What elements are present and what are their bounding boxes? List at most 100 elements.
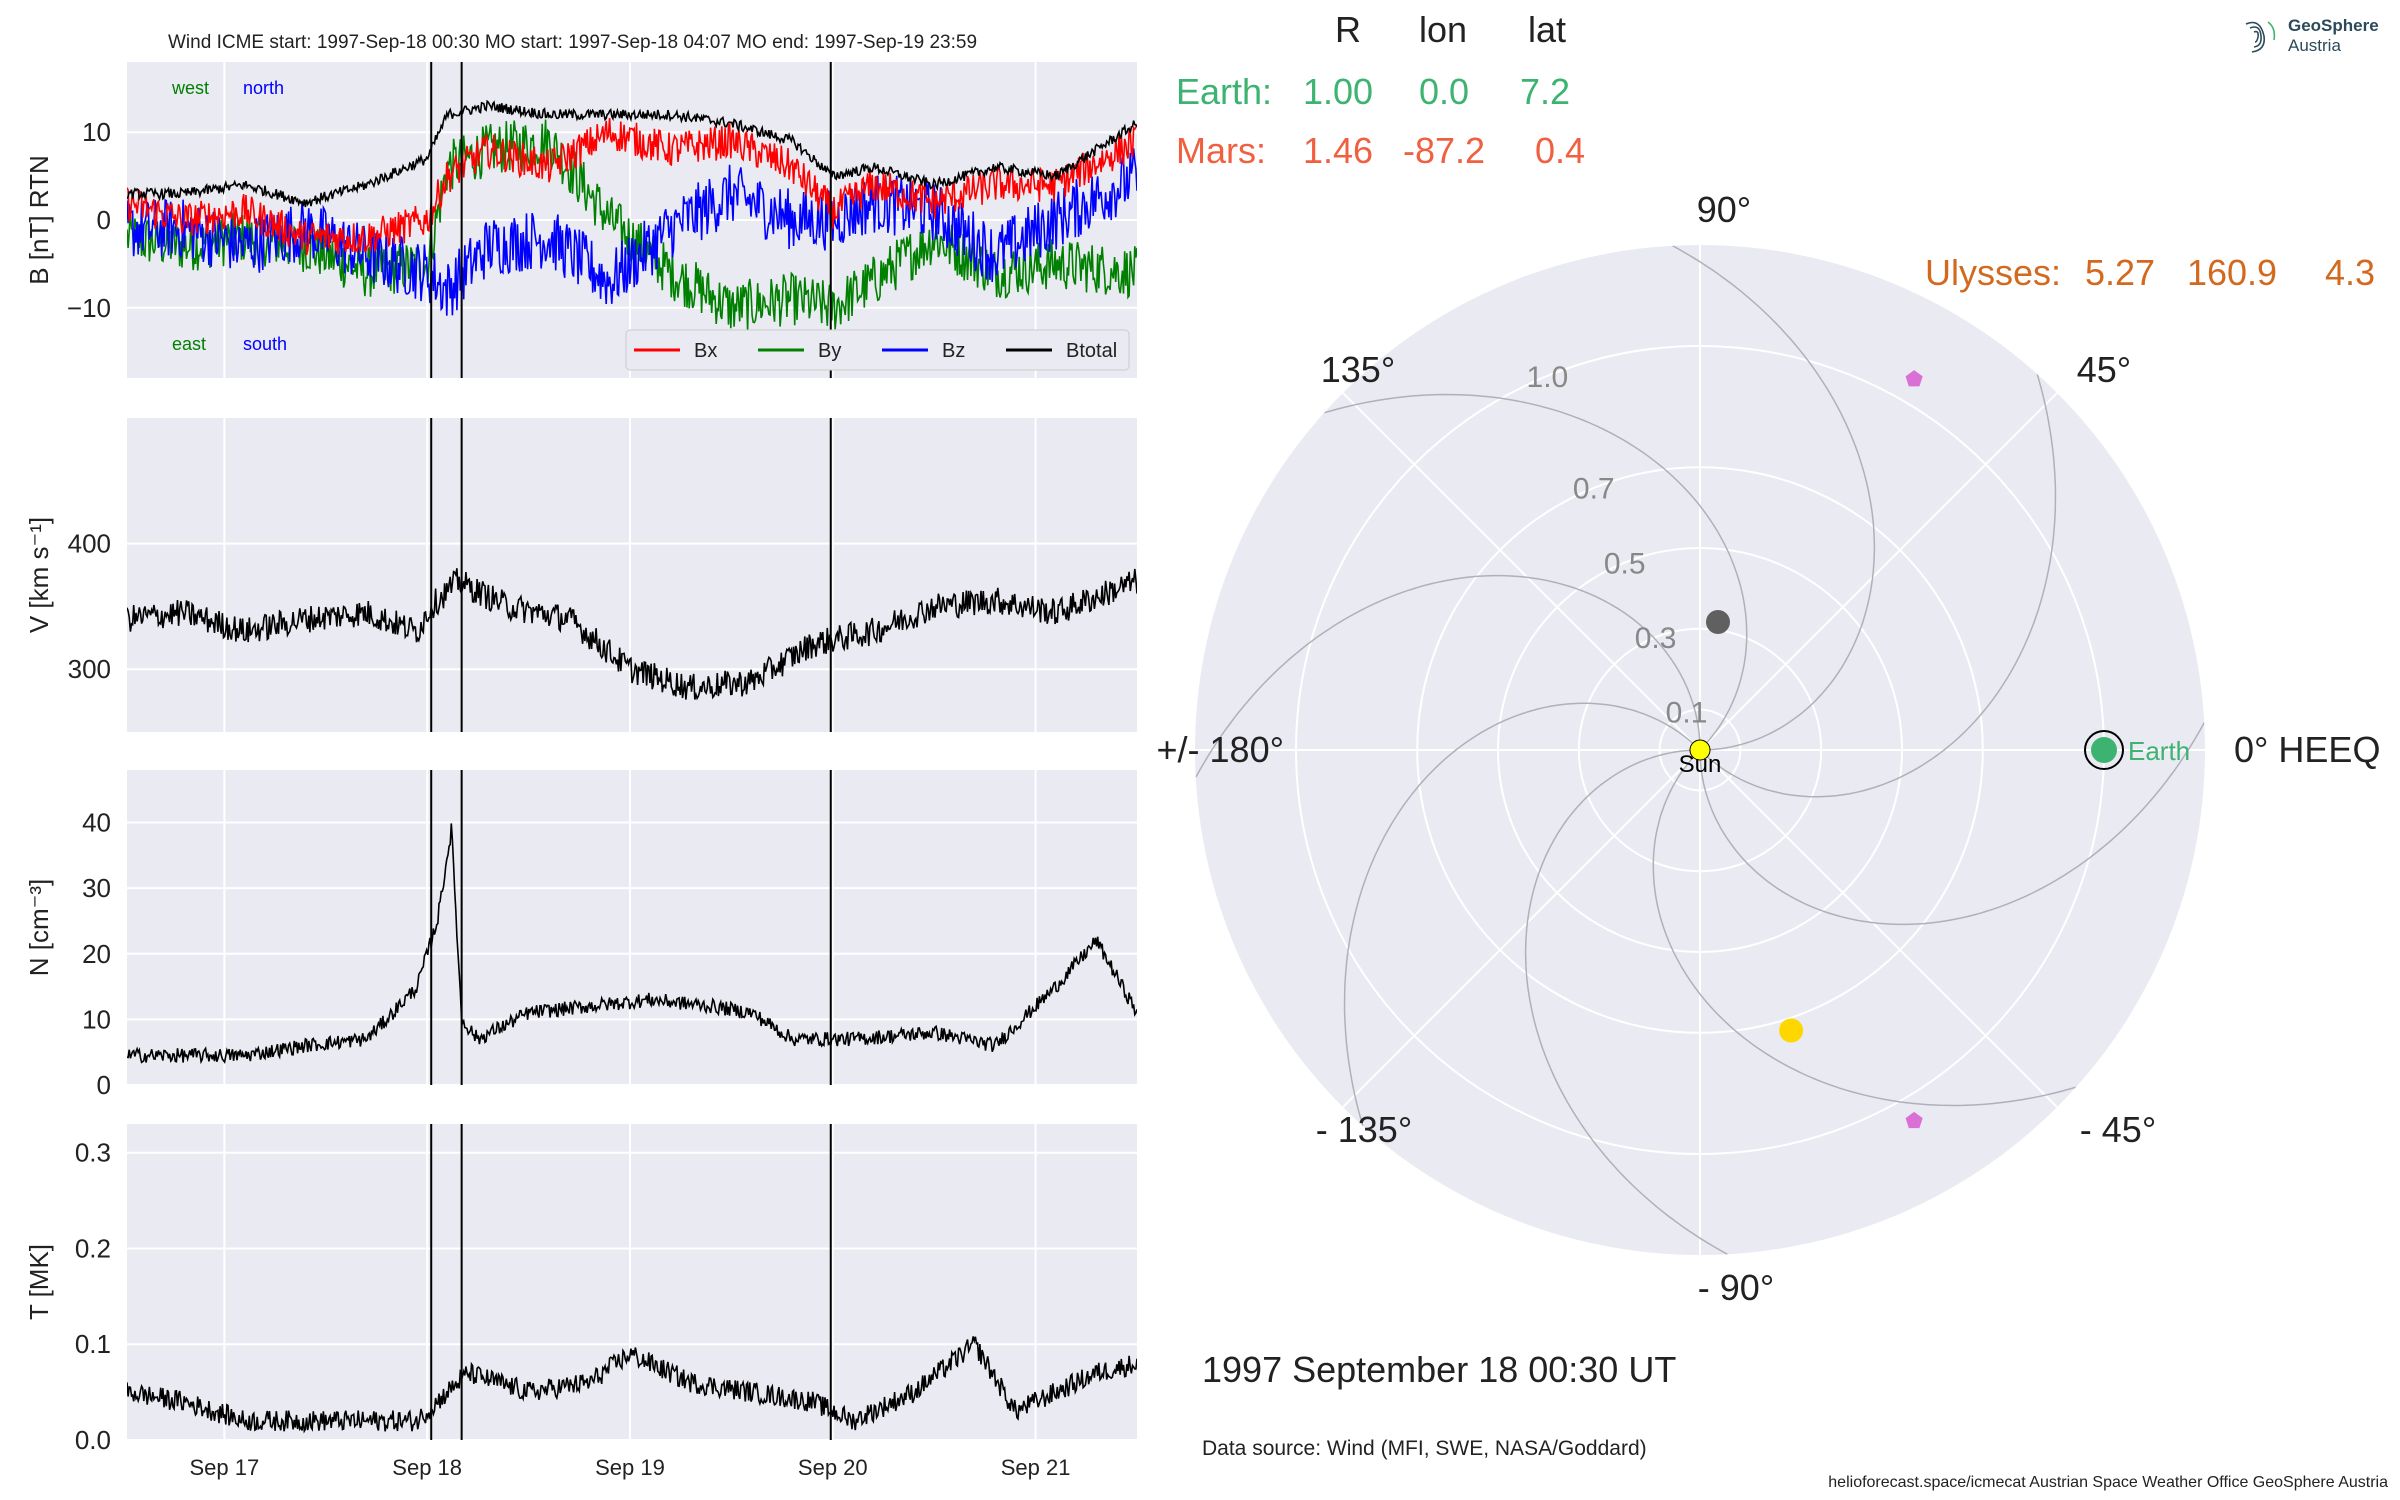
temperature-background (127, 1124, 1137, 1440)
xtick-label: Sep 17 (189, 1455, 259, 1480)
radial-tick-label: 1.0 (1527, 361, 1569, 394)
mars-row-r: 1.46 (1303, 130, 1373, 171)
angle-label-90: 90° (1697, 189, 1751, 230)
timestamp-label: 1997 September 18 00:30 UT (1202, 1349, 1676, 1390)
legend-label: Bz (942, 340, 965, 362)
annot-north: north (243, 78, 284, 98)
parker-spiral-line (1195, 574, 1701, 778)
time-axis: Sep 17 Sep 18 Sep 19 Sep 20 Sep 21 (189, 1455, 1070, 1480)
speed-ytick-label: 300 (68, 654, 111, 684)
parker-spiral-line (1652, 749, 2077, 1107)
ulysses-row-lon: 160.9 (2187, 252, 2277, 293)
temperature-ylabel: T [MK] (24, 1244, 54, 1320)
bx-series-line (127, 117, 1137, 256)
sun-label: Sun (1679, 751, 1722, 778)
geosphere-logo: GeoSphere Austria (2240, 14, 2390, 62)
logo-line1: GeoSphere (2288, 16, 2379, 35)
annot-south: south (243, 334, 287, 354)
speed-ylabel: V [km s⁻¹] (24, 517, 54, 633)
angle-label-0: 0° HEEQ (2234, 729, 2380, 770)
earth-row-lon: 0.0 (1419, 71, 1469, 112)
speed-series-line (127, 568, 1137, 701)
annot-west: west (171, 78, 209, 98)
sun-marker (1689, 739, 1711, 761)
radial-tick-label: 0.1 (1666, 697, 1708, 730)
legend-box (625, 329, 1130, 371)
density-ytick-label: 10 (82, 1004, 111, 1034)
mag-ytick-label: 0 (97, 205, 111, 235)
grey-body-marker (1705, 609, 1730, 634)
angle-label-45: 45° (2077, 349, 2131, 390)
density-ytick-label: 30 (82, 873, 111, 903)
earth-row-r: 1.00 (1303, 71, 1373, 112)
mag-ytick-label: −10 (67, 293, 111, 323)
density-ytick-label: 20 (82, 939, 111, 969)
mag-ytick-label: 10 (82, 117, 111, 147)
angular-grid-line (1699, 749, 2058, 1108)
mars-row-name: Mars: (1176, 130, 1266, 171)
temperature-series-line (127, 1336, 1137, 1434)
geosphere-spiral-icon (2245, 21, 2276, 53)
speed-panel: 400 300 V [km s⁻¹] (24, 418, 1137, 732)
temperature-ytick-label: 0.3 (75, 1138, 111, 1168)
data-source-label: Data source: Wind (MFI, SWE, NASA/Goddar… (1202, 1437, 1647, 1460)
radial-tick-label: 0.3 (1635, 622, 1677, 655)
angular-grid-line (1699, 392, 2058, 751)
magnetic-field-panel: 10 0 −10 B [nT] RTN west north east south Bx By Bz… (24, 62, 1137, 378)
annot-east: east (172, 334, 206, 354)
temperature-ytick-label: 0.2 (75, 1233, 111, 1263)
parker-spiral-line (1699, 722, 2205, 926)
earth-label: Earth (2128, 736, 2190, 766)
speed-background (127, 418, 1137, 732)
angle-label-135: 135° (1321, 349, 1395, 390)
temperature-ytick-label: 0.0 (75, 1425, 111, 1455)
col-header-lat: lat (1528, 9, 1566, 50)
positions-table: R lon lat Earth: 1.00 0.0 7.2 Mars: 1.46… (1176, 9, 2375, 293)
violet-lower-marker (1905, 1111, 1923, 1129)
mag-legend: Bx By Bz Btotal (625, 329, 1130, 371)
radial-tick-label: 0.5 (1604, 547, 1646, 580)
density-panel: 40 30 20 10 0 N [cm⁻³] (24, 770, 1137, 1100)
temperature-ytick-label: 0.1 (75, 1329, 111, 1359)
col-header-r: R (1335, 9, 1361, 50)
density-ytick-label: 0 (97, 1070, 111, 1100)
mag-ylabel: B [nT] RTN (24, 155, 54, 285)
yellow-body-marker (1779, 1018, 1804, 1043)
mars-row-lon: -87.2 (1403, 130, 1485, 171)
density-ylabel: N [cm⁻³] (24, 879, 54, 977)
earth-marker (2091, 737, 2117, 763)
xtick-label: Sep 19 (595, 1455, 665, 1480)
polar-angle-labels: 90° 45° 0° HEEQ - 45° - 90° - 135° +/- 1… (1157, 189, 2381, 1308)
legend-label: Btotal (1066, 340, 1117, 362)
btotal-series-line (127, 99, 1137, 208)
bz-series-line (127, 148, 1137, 316)
ulysses-row-name: Ulysses: (1925, 252, 2061, 293)
parker-spiral-line (1699, 373, 2057, 798)
polar-orbit-plot: 0.1 0.3 0.5 0.7 1.0 Earth Sun (1195, 245, 2205, 1255)
ulysses-row-lat: 4.3 (2325, 252, 2375, 293)
violet-upper-marker (1905, 370, 1923, 387)
col-header-lon: lon (1419, 9, 1467, 50)
angle-label-m135: - 135° (1316, 1109, 1412, 1150)
density-background (127, 770, 1137, 1085)
density-series-line (127, 823, 1137, 1065)
legend-label: Bx (694, 340, 717, 362)
radial-tick-label: 0.7 (1573, 473, 1615, 506)
footer-credits: helioforecast.space/icmecat Austrian Spa… (1828, 1474, 2388, 1491)
earth-ring-marker (2084, 730, 2124, 770)
insitu-header: Wind ICME start: 1997-Sep-18 00:30 MO st… (168, 32, 977, 53)
angular-grid-line (1342, 749, 1701, 1108)
temperature-panel: 0.3 0.2 0.1 0.0 T [MK] (24, 1124, 1137, 1455)
earth-row-name: Earth: (1176, 71, 1272, 112)
earth-row-lat: 7.2 (1520, 71, 1570, 112)
angular-grid-line (1342, 392, 1701, 751)
legend-label: By (818, 340, 841, 362)
angle-label-180: +/- 180° (1157, 729, 1284, 770)
parker-spiral-line (1323, 393, 1748, 751)
parker-spiral-line (1343, 702, 1701, 1127)
ulysses-row-r: 5.27 (2085, 252, 2155, 293)
logo-line2: Austria (2288, 36, 2341, 55)
xtick-label: Sep 20 (798, 1455, 868, 1480)
parker-spiral-line (1524, 749, 1728, 1255)
